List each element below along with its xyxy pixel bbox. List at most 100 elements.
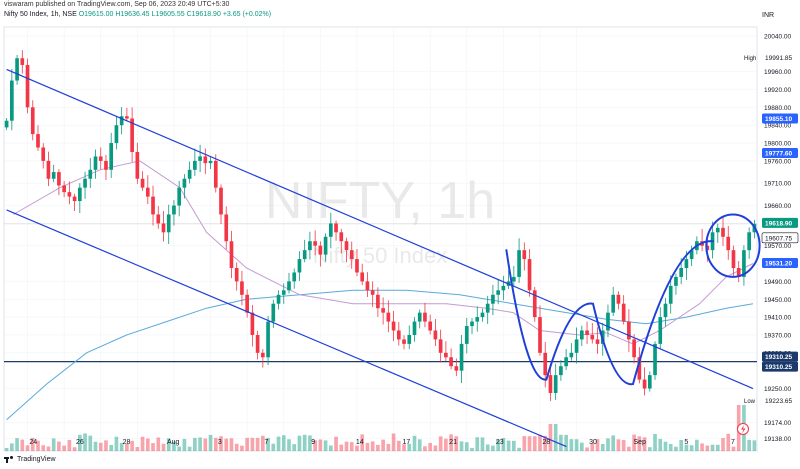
volume-bar [109, 444, 114, 451]
volume-bar [119, 442, 124, 451]
candle-body [287, 281, 291, 291]
flash-icon[interactable] [737, 423, 749, 435]
volume-bar [203, 438, 208, 451]
candle-body [412, 321, 417, 335]
candle-body [36, 134, 40, 148]
trendlines[interactable] [6, 68, 754, 448]
volume-bar [543, 435, 548, 451]
volume-bar [464, 442, 469, 451]
candle-body [574, 339, 579, 353]
volume-bar [323, 440, 328, 451]
candle-body [381, 308, 385, 313]
volume-bar [726, 433, 731, 451]
candle-body [606, 312, 610, 331]
price-label-box [762, 361, 798, 372]
volume-bar [240, 445, 244, 451]
time-axis[interactable]: 24 26 28 Aug 3 7 9 14 17 21 23 28 30 Sep 5 7 [29, 439, 735, 446]
candle-body [250, 312, 255, 335]
candle-body [62, 185, 66, 193]
volume-bar [548, 424, 553, 451]
volume-bar [491, 445, 495, 451]
time-tick-label: 7 [731, 439, 735, 446]
candle-body [396, 330, 401, 340]
volume-bar [386, 443, 391, 451]
volume-bar [627, 446, 631, 451]
drawn-pattern[interactable] [505, 240, 714, 386]
volume-bar [193, 437, 197, 451]
price-tick-label: 19138.00 [764, 436, 791, 443]
volume-bar [292, 444, 297, 451]
volume-bar [705, 445, 710, 451]
volume-bar [428, 442, 433, 451]
highlight-ellipse[interactable] [705, 213, 761, 278]
volume-bar [57, 441, 61, 451]
candle-body [4, 120, 9, 128]
candle-body [689, 250, 694, 260]
drawings[interactable] [505, 213, 761, 386]
price-tick-label: 19840.00 [764, 123, 791, 130]
candle-body [334, 223, 338, 233]
candle-body [470, 321, 474, 327]
volume-bar [334, 436, 338, 451]
volume-bar [444, 438, 448, 451]
volume-bar [611, 435, 616, 451]
volume-bar [621, 440, 626, 451]
price-tick-label: 19490.00 [764, 279, 791, 286]
candle-body [255, 334, 260, 353]
volume-bar [695, 439, 699, 451]
volume-bar [10, 443, 14, 451]
candle-body [266, 321, 270, 358]
volume-bar [302, 434, 307, 451]
candle-body [203, 156, 208, 164]
volume-bar [349, 442, 354, 451]
volume-bar [213, 437, 218, 451]
volume-bar [501, 437, 506, 451]
price-label-value: 19223.65 [765, 398, 792, 405]
symbol-legend: Nifty 50 Index, 1h, NSE O19615.00 H19636… [4, 11, 271, 18]
volume-bar [88, 435, 93, 451]
volume-bar [287, 439, 291, 451]
candle-body [475, 317, 480, 322]
volume-bar [616, 439, 621, 451]
trendline[interactable] [6, 209, 567, 448]
volume-bar [496, 439, 500, 451]
candle-body [715, 227, 720, 233]
candle-body [370, 290, 375, 295]
candle-body [229, 241, 234, 269]
volume-bar [245, 437, 249, 451]
candle-body [684, 259, 689, 269]
candle-body [501, 285, 506, 291]
candle-body [742, 250, 746, 277]
time-tick-label: 28 [542, 439, 550, 446]
candle-body [376, 294, 380, 309]
grid-lines [4, 27, 757, 451]
volume-bar [485, 444, 490, 451]
volume-bar [512, 440, 516, 451]
candle-body [261, 352, 265, 358]
candle-body [512, 276, 516, 282]
volume-bar [376, 444, 380, 451]
time-tick-label: 14 [356, 439, 364, 446]
currency-label[interactable]: INR [762, 12, 775, 19]
volume-bar [344, 441, 349, 451]
volume-bar [527, 436, 532, 451]
time-tick-label: 24 [29, 439, 37, 446]
volume-bar [98, 442, 103, 451]
volume-bar [532, 436, 537, 451]
candle-body [391, 321, 396, 331]
candle-body [726, 236, 731, 251]
volume-bar [135, 447, 140, 451]
volume-bar [161, 443, 166, 451]
volume-bar [313, 440, 317, 451]
candle-body [323, 236, 328, 255]
volume-bar [36, 440, 40, 451]
price-tick-label: 19920.00 [764, 87, 791, 94]
candle-body [564, 357, 568, 367]
candle-body [30, 107, 35, 135]
trendline[interactable] [6, 68, 754, 390]
volume-bar [104, 440, 108, 451]
candle-body [83, 178, 87, 188]
volume-bar [381, 439, 385, 451]
volume-bar [564, 434, 568, 451]
